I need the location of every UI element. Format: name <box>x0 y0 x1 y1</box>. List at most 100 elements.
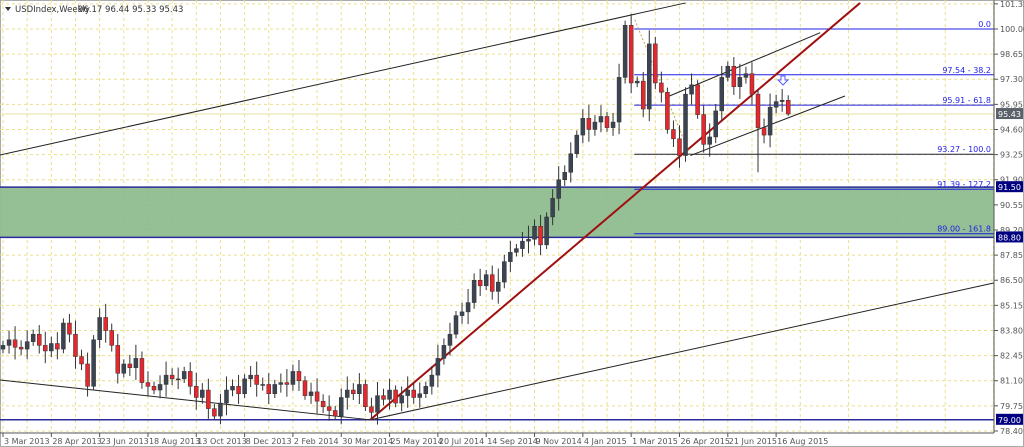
date-tick-label: 4 Jan 2015 <box>584 437 627 446</box>
candle-body-down <box>381 395 386 400</box>
candle <box>550 189 555 226</box>
candle <box>556 166 561 211</box>
candle <box>363 379 368 411</box>
candle <box>616 63 622 135</box>
candle <box>212 403 217 421</box>
candle-body-up <box>447 333 453 346</box>
candle-body-up <box>200 389 205 398</box>
candle <box>423 381 429 398</box>
candle-body-down <box>538 226 543 246</box>
price-tick-label: 83.80 <box>1000 326 1023 335</box>
candle <box>562 165 567 186</box>
candle <box>695 80 700 119</box>
candle-body-up <box>767 106 773 136</box>
candle <box>713 103 718 144</box>
candle <box>598 105 604 133</box>
candle <box>43 331 48 364</box>
candle-body-up <box>357 384 362 395</box>
candle-body-up <box>598 116 604 123</box>
candle <box>665 87 670 134</box>
candle-body-up <box>345 389 350 398</box>
candle <box>266 373 272 404</box>
candle <box>659 71 664 103</box>
candle <box>707 123 712 157</box>
candle <box>508 240 513 272</box>
candle-body-up <box>405 389 410 396</box>
candle-body-up <box>471 279 477 303</box>
candle-body-up <box>737 77 743 87</box>
candle <box>743 66 749 84</box>
candle <box>767 93 773 148</box>
candle-body-up <box>157 384 163 391</box>
candle-body-up <box>49 343 54 352</box>
candle <box>332 405 338 421</box>
candle <box>399 386 404 412</box>
candle-body-down <box>67 322 72 335</box>
candle <box>592 115 598 136</box>
candle-body-up <box>622 25 628 78</box>
candle <box>127 354 133 376</box>
candle-body-up <box>61 322 66 350</box>
date-tick-label: 26 Apr 2015 <box>680 437 729 446</box>
candle <box>653 37 658 90</box>
price-badge <box>996 413 1023 425</box>
candle-body-up <box>719 77 725 112</box>
price-tick-label: 91.90 <box>1000 176 1023 185</box>
candle-body-down <box>236 386 241 395</box>
candle-body-up <box>574 134 580 154</box>
candle <box>532 219 537 246</box>
date-tick-label: 2 Feb 2014 <box>294 437 339 446</box>
candle <box>785 95 791 116</box>
candle-body-up <box>459 311 465 316</box>
candle-body-up <box>278 382 284 385</box>
price-badge <box>996 108 1023 120</box>
candle <box>459 302 465 324</box>
candle <box>109 323 114 352</box>
candle-body-down <box>296 371 302 381</box>
candle-body-down <box>489 274 495 292</box>
date-tick-label: 25 May 2014 <box>391 437 443 446</box>
candle <box>773 94 779 114</box>
red-uptrend-line <box>369 2 861 421</box>
candle <box>749 62 755 105</box>
price-badge <box>996 181 1023 193</box>
fib-level-label: 95.91 - 61.8 <box>942 96 991 105</box>
candle-body-up <box>242 378 247 395</box>
candle-body-up <box>544 216 549 246</box>
candle-body-up <box>526 239 531 242</box>
drawn-objects: 0.0 97.54 - 38.2 95.91 - 61.8 93.27 - 100.0… <box>0 2 994 421</box>
candle-body-down <box>411 389 416 398</box>
candle-body-up <box>121 363 127 374</box>
candle-body-down <box>320 400 326 408</box>
price-tick-label: 95.95 <box>1000 100 1023 109</box>
candle-body-up <box>175 378 181 381</box>
candle <box>36 325 42 354</box>
candle-body-up <box>399 395 404 404</box>
candle-body-down <box>212 408 217 417</box>
candle-body-up <box>634 80 640 84</box>
price-tick-label: 94.60 <box>1000 125 1023 134</box>
dropdown-triangle-icon[interactable] <box>5 7 11 11</box>
candle <box>538 214 543 256</box>
candle-body-down <box>755 93 761 128</box>
candle <box>200 383 205 404</box>
candle <box>103 303 108 343</box>
candle <box>514 243 519 257</box>
candle-body-down <box>127 363 133 368</box>
candle-body-down <box>187 371 193 387</box>
candle <box>290 364 296 391</box>
date-tick-label: 16 Aug 2015 <box>777 437 828 446</box>
candle-body-up <box>520 240 525 249</box>
candle <box>73 320 78 369</box>
price-tick-label: 85.15 <box>1000 301 1023 310</box>
candle <box>230 379 235 397</box>
candle <box>218 393 223 425</box>
candle-body-up <box>429 374 435 387</box>
candle-body-up <box>683 93 688 156</box>
candle-body-down <box>731 65 737 87</box>
date-tick-label: 30 Mar 2014 <box>342 437 393 446</box>
candle <box>181 366 187 384</box>
price-tick-label: 93.25 <box>1000 151 1023 160</box>
price-tick-label: 101.35 <box>1000 0 1024 9</box>
